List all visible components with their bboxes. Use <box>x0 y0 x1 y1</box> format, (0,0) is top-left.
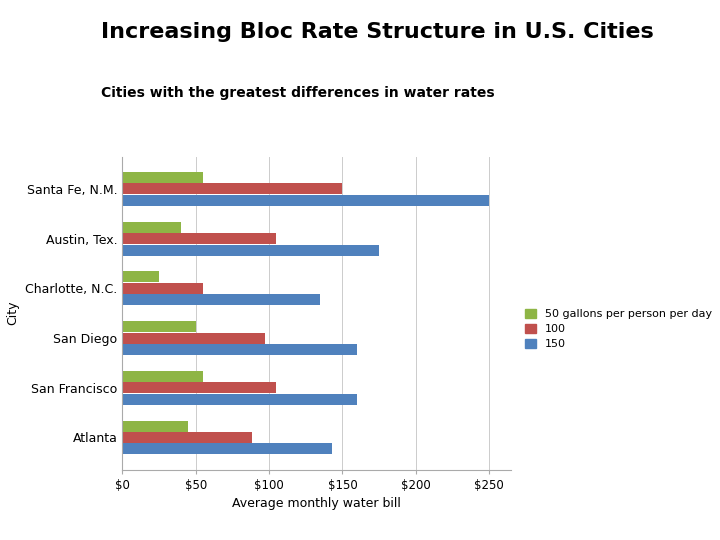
Bar <box>122 443 332 454</box>
Legend: 50 gallons per person per day, 100, 150: 50 gallons per person per day, 100, 150 <box>525 309 711 349</box>
Text: Increasing Bloc Rate Structure in U.S. Cities: Increasing Bloc Rate Structure in U.S. C… <box>101 22 654 42</box>
X-axis label: Average monthly water bill: Average monthly water bill <box>233 497 401 510</box>
Bar <box>122 333 265 343</box>
Text: Cities with the greatest differences in water rates: Cities with the greatest differences in … <box>101 86 495 100</box>
Bar <box>122 272 159 282</box>
Bar <box>122 222 181 233</box>
Bar <box>122 421 189 431</box>
Bar <box>122 321 196 332</box>
Bar <box>122 294 320 305</box>
Bar <box>122 371 203 382</box>
Bar <box>122 394 357 404</box>
Bar <box>122 184 343 194</box>
Bar <box>122 382 276 393</box>
Bar <box>122 172 203 183</box>
Bar <box>122 195 489 206</box>
Bar <box>122 283 203 294</box>
Bar <box>122 432 251 443</box>
Y-axis label: City: City <box>6 301 19 326</box>
Bar <box>122 233 276 244</box>
Bar <box>122 245 379 255</box>
Bar <box>122 344 357 355</box>
